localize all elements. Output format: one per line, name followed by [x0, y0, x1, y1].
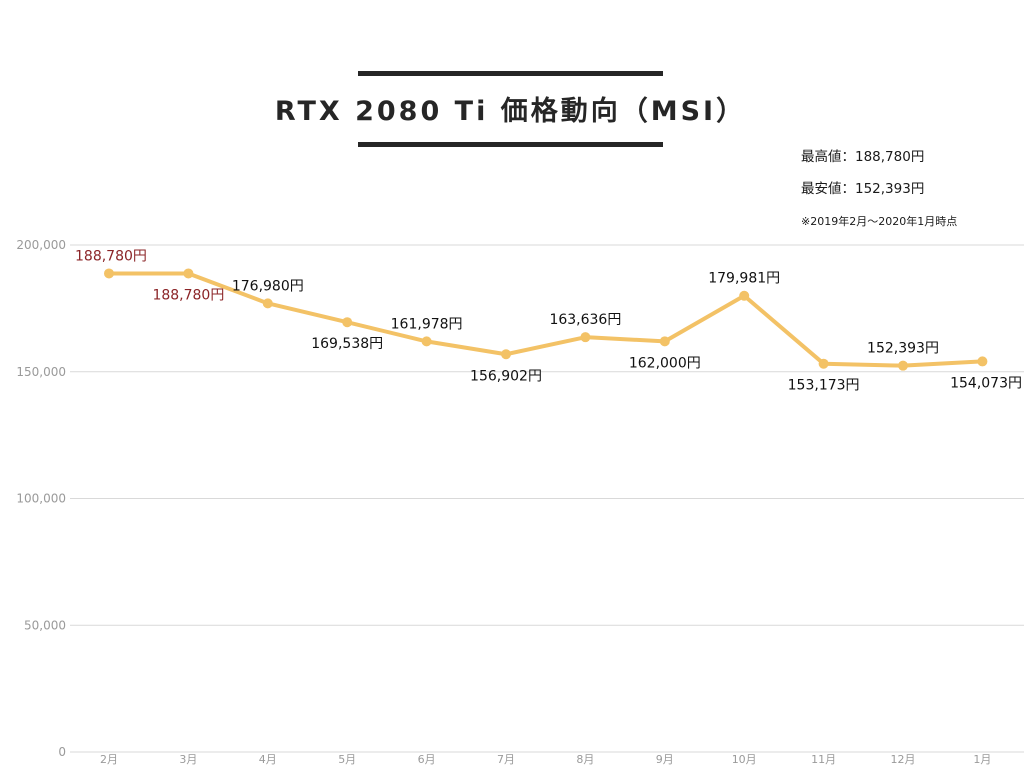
- series-line: [107, 271, 985, 368]
- x-tick-label: 9月: [656, 753, 674, 766]
- y-tick-label: 0: [58, 745, 66, 759]
- min-price-text: 最安値：152,393円: [801, 181, 925, 197]
- data-point: [342, 317, 353, 328]
- data-label: 179,981円: [708, 271, 780, 287]
- y-tick-label: 200,000: [16, 238, 66, 252]
- data-point: [818, 358, 829, 369]
- x-tick-label: 10月: [732, 753, 757, 766]
- x-tick-label: 6月: [418, 753, 436, 766]
- data-label: 153,173円: [788, 378, 860, 394]
- x-tick-label: 2月: [100, 753, 118, 766]
- max-price-text: 最高値：188,780円: [801, 149, 925, 165]
- x-tick-label: 8月: [576, 753, 594, 766]
- chart-title-block: RTX 2080 Ti 価格動向（MSI）: [275, 71, 743, 147]
- y-tick-label: 50,000: [24, 618, 66, 632]
- x-tick-label: 7月: [497, 753, 515, 766]
- data-label: 163,636円: [549, 312, 621, 328]
- data-label: 176,980円: [232, 278, 304, 294]
- data-point: [501, 349, 511, 360]
- data-label: 188,780円: [152, 287, 224, 303]
- x-tick-label: 1月: [973, 753, 991, 766]
- data-point: [898, 360, 908, 371]
- x-axis-ticks: 2月 3月 4月 5月 6月 7月 8月 9月 10月 11月 12月 1月: [100, 753, 991, 766]
- x-tick-label: 3月: [179, 753, 197, 766]
- data-label: 162,000円: [629, 355, 701, 371]
- gridlines: [70, 244, 1024, 753]
- data-point: [104, 268, 114, 279]
- x-tick-label: 5月: [338, 753, 356, 766]
- title-top-rule: [358, 71, 663, 76]
- data-label: 169,538円: [311, 336, 383, 352]
- chart-title: RTX 2080 Ti 価格動向（MSI）: [274, 96, 747, 127]
- data-label: 188,780円: [75, 248, 147, 264]
- series-polyline: [107, 271, 985, 368]
- data-point: [739, 290, 750, 301]
- price-stats: 最高値：188,780円 最安値：152,393円 ※2019年2月〜2020年…: [801, 146, 957, 231]
- data-points: [104, 268, 988, 371]
- title-bottom-rule: [358, 142, 663, 147]
- data-point: [977, 356, 988, 367]
- y-axis-ticks: 0 50,000 100,000 150,000 200,000: [16, 238, 66, 759]
- data-label: 152,393円: [867, 341, 939, 357]
- data-point: [183, 268, 194, 279]
- x-tick-label: 11月: [811, 753, 836, 766]
- data-point: [659, 336, 670, 347]
- x-tick-label: 4月: [259, 753, 277, 766]
- data-label: 156,902円: [470, 368, 542, 384]
- data-label: 161,978円: [391, 316, 463, 332]
- data-point: [262, 298, 273, 309]
- data-labels: 188,780円 188,780円 176,980円 169,538円 161,978円…: [75, 248, 1022, 393]
- x-tick-label: 12月: [891, 753, 916, 766]
- y-tick-label: 100,000: [16, 492, 66, 506]
- y-tick-label: 150,000: [16, 365, 66, 379]
- period-note: ※2019年2月〜2020年1月時点: [801, 215, 958, 228]
- data-point: [580, 332, 591, 343]
- data-label: 154,073円: [950, 375, 1022, 391]
- data-point: [421, 336, 432, 347]
